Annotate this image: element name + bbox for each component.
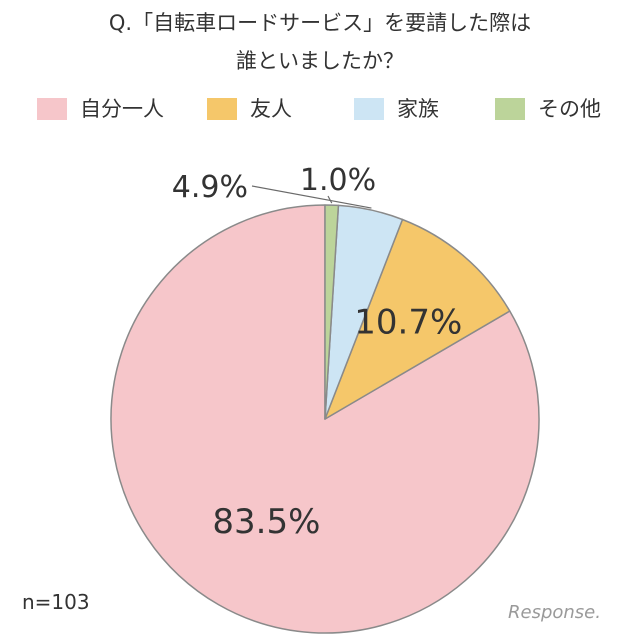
- slice-other: [324, 204, 340, 420]
- legend-swatch-family: [354, 98, 384, 120]
- sample-size: n=103: [22, 590, 90, 614]
- legend-label-friend: 友人: [250, 97, 292, 121]
- leader-line: [327, 195, 333, 204]
- legend-swatch-friend: [207, 98, 237, 120]
- label-other: 1.0%: [300, 163, 376, 198]
- legend-swatch-other: [495, 98, 525, 120]
- label-friend: 10.7%: [354, 302, 462, 342]
- leader-line: [251, 185, 372, 209]
- legend-swatch-alone: [37, 98, 67, 120]
- legend-label-other: その他: [538, 97, 601, 121]
- chart-subtitle: 誰といましたか？: [236, 49, 404, 73]
- chart-title: Q.「自転車ロードサービス」を要請した際は: [108, 11, 532, 35]
- watermark-logo: Response.: [508, 602, 601, 623]
- label-alone: 83.5%: [212, 502, 320, 542]
- slice-friend: [324, 218, 511, 420]
- label-family: 4.9%: [172, 170, 248, 205]
- legend-label-family: 家族: [397, 97, 439, 121]
- legend-label-alone: 自分一人: [80, 97, 164, 121]
